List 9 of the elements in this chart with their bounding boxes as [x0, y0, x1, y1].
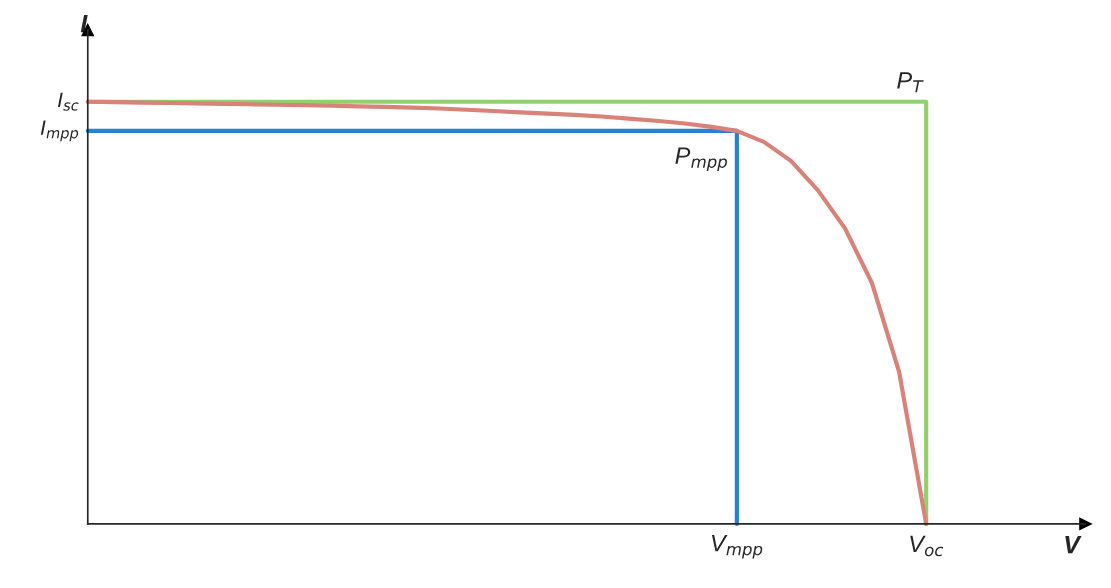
- text: sc: [63, 102, 79, 111]
- x-tick-label: V$_{oc}$: [910, 535, 944, 557]
- annotation: P$_{mpp}$: [675, 147, 727, 172]
- annotation: I$_{mpp}$: [40, 120, 79, 142]
- x-tick-label: V$_{mpp}$: [711, 535, 763, 559]
- y-axis-title: I: [57, 92, 63, 108]
- text: I: [80, 15, 88, 33]
- text: V: [1065, 535, 1082, 554]
- annotation: P$_{T}$: [897, 72, 924, 93]
